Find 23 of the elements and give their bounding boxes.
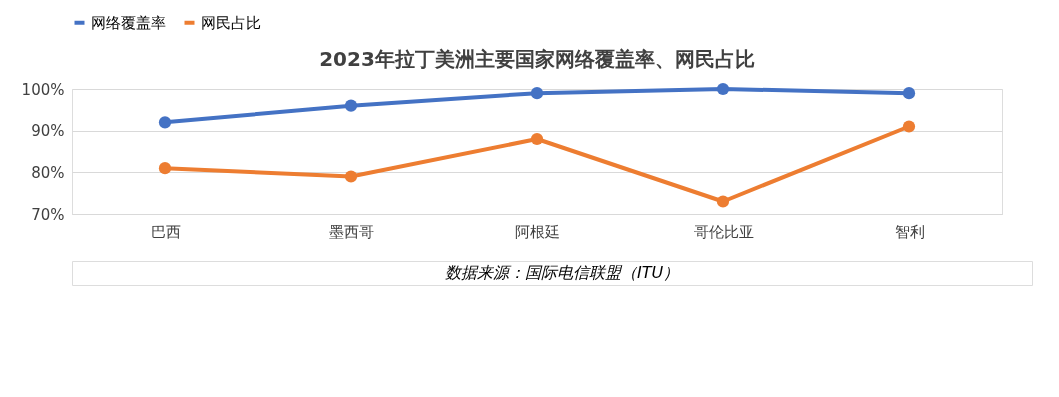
point [902,120,916,133]
y-tick-label: 90% [31,122,65,141]
y-tick-label: 80% [31,163,65,182]
y-tick-label: 100% [21,80,65,99]
x-tick-label: 墨西哥 [329,222,374,241]
legend-label: 网民占比 [201,13,261,32]
point [902,87,916,100]
x-tick-label: 智利 [894,222,925,241]
point [530,132,544,146]
y-tick-label: 70% [31,205,65,224]
point [344,99,358,112]
legend-label: 网络覆盖率 [91,13,166,32]
point [158,162,172,175]
point [716,195,730,208]
chart-title: 2023年拉丁美洲主要国家网络覆盖率、网民占比 [319,47,755,71]
source-note: 数据来源：国际电信联盟（ITU） [444,263,680,282]
x-tick-label: 阿根廷 [515,222,560,241]
point [716,82,730,96]
point [158,116,172,129]
x-tick-label: 哥伦比亚 [693,222,754,241]
x-tick-label: 巴西 [150,222,181,241]
point [530,87,544,100]
point [344,170,358,183]
